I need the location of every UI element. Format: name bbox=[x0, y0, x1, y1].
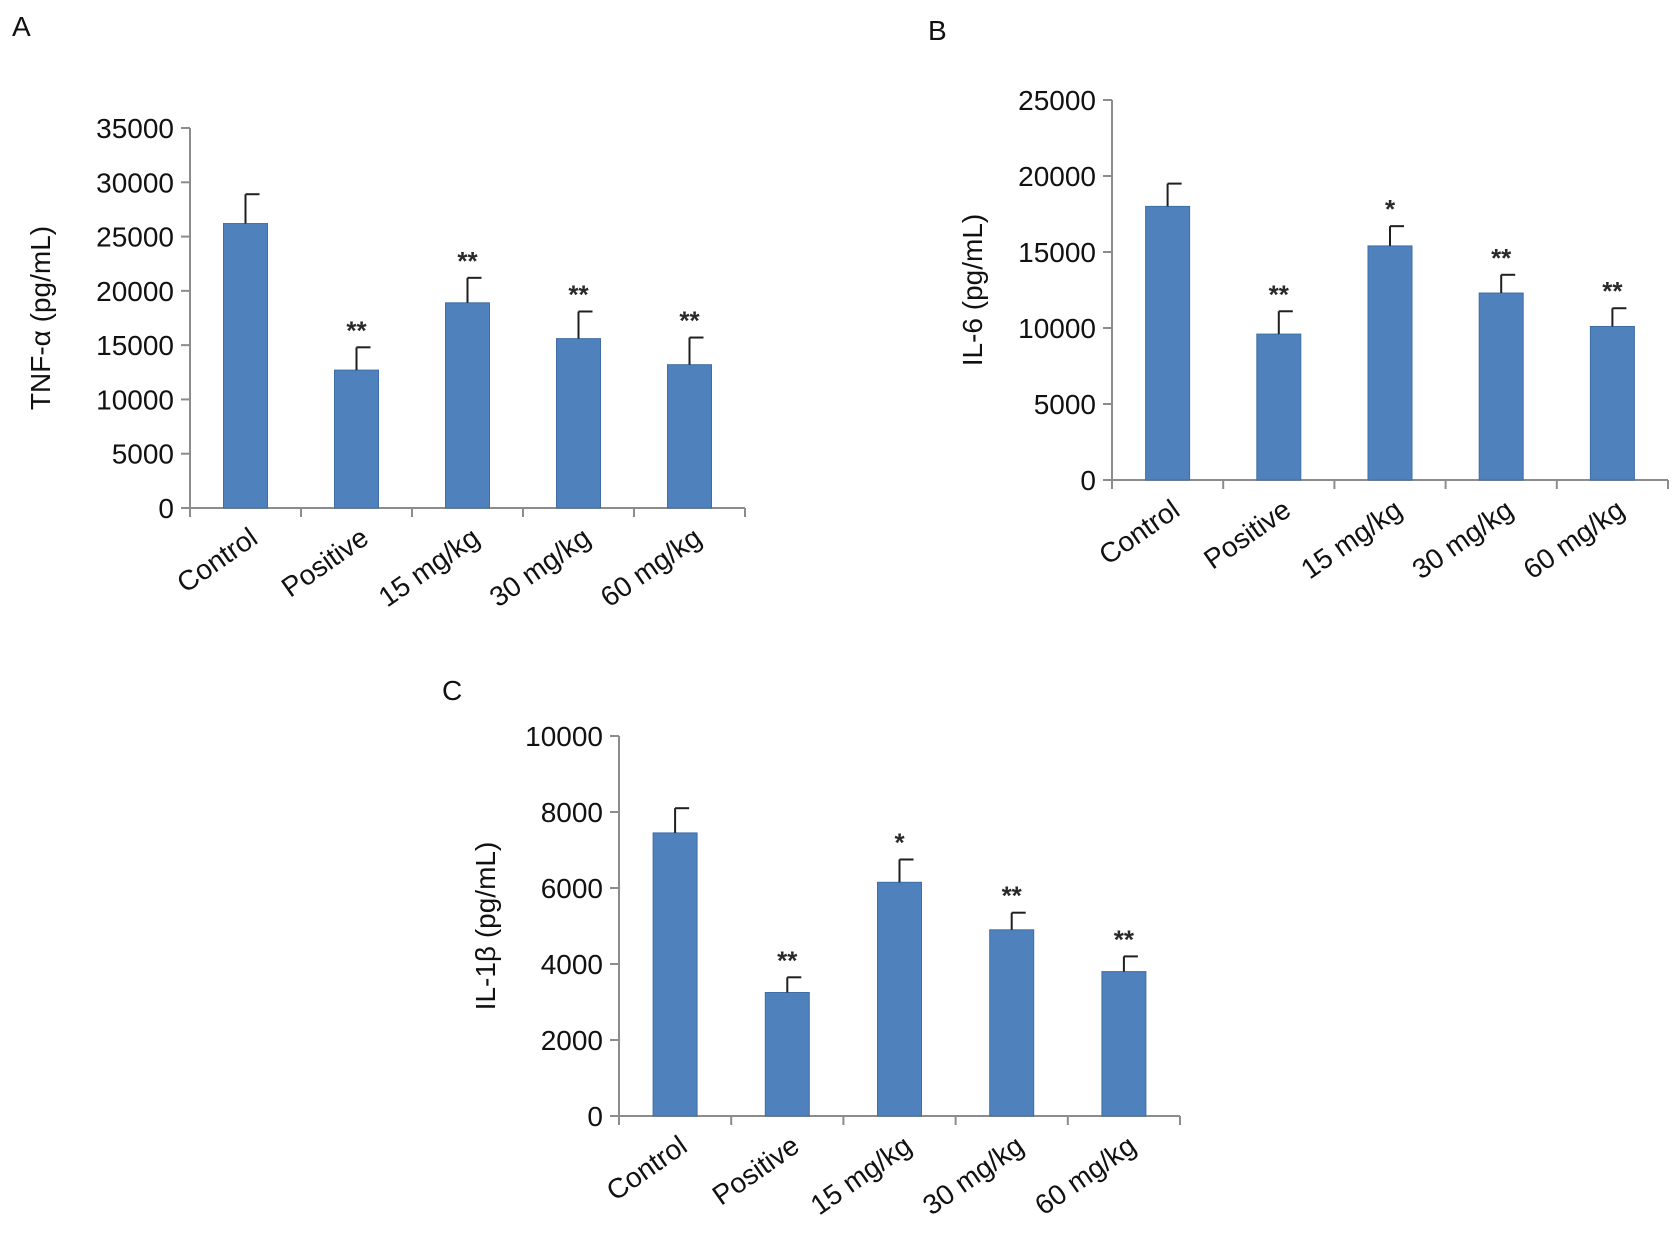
bar-30-mg-kg bbox=[556, 338, 601, 509]
bar-positive bbox=[334, 369, 379, 509]
x-category-label: 30 mg/kg bbox=[917, 1130, 1029, 1221]
y-tick-label: 6000 bbox=[541, 873, 603, 904]
y-tick-label: 4000 bbox=[541, 949, 603, 980]
bar-15-mg-kg bbox=[445, 302, 490, 509]
y-axis-title: IL-1β (pg/mL) bbox=[470, 842, 501, 1011]
significance-marker: ** bbox=[1269, 279, 1290, 309]
y-tick-label: 20000 bbox=[1018, 161, 1096, 192]
significance-marker: ** bbox=[1602, 276, 1623, 306]
x-category-label: 60 mg/kg bbox=[595, 522, 707, 613]
significance-marker: ** bbox=[1002, 881, 1023, 911]
significance-marker: ** bbox=[346, 315, 367, 345]
bar-15-mg-kg bbox=[877, 881, 922, 1117]
bar-60-mg-kg bbox=[667, 364, 712, 509]
bar-60-mg-kg bbox=[1589, 325, 1635, 481]
y-tick-label: 2000 bbox=[541, 1025, 603, 1056]
panel-label: A bbox=[12, 11, 31, 42]
y-tick-label: 10000 bbox=[1018, 313, 1096, 344]
significance-marker: * bbox=[1385, 194, 1396, 224]
panel-b: B 0 5000 10000 15000 20000 25000 IL-6 (pg/mL) Co… bbox=[928, 15, 1669, 585]
x-category-label: 15 mg/kg bbox=[805, 1130, 917, 1221]
y-tick-label: 30000 bbox=[96, 167, 174, 198]
y-tick-label: 5000 bbox=[1034, 389, 1096, 420]
y-tick-label: 20000 bbox=[96, 276, 174, 307]
y-tick-label: 25000 bbox=[1018, 85, 1096, 116]
y-tick-label: 8000 bbox=[541, 797, 603, 828]
x-category-label: Positive bbox=[707, 1130, 805, 1212]
y-axis-title: TNF-α (pg/mL) bbox=[25, 226, 56, 410]
x-category-label: 15 mg/kg bbox=[1295, 494, 1407, 585]
significance-marker: ** bbox=[457, 246, 478, 276]
y-tick-label: 0 bbox=[587, 1101, 603, 1132]
bar-15-mg-kg bbox=[1367, 245, 1413, 481]
x-category-label: Control bbox=[171, 522, 263, 599]
panel-c: C 0 2000 4000 6000 8000 10000 IL-1β (pg/mL) Cont… bbox=[442, 675, 1181, 1221]
x-category-label: Control bbox=[1093, 494, 1185, 571]
x-category-label: 15 mg/kg bbox=[373, 522, 485, 613]
bar-control bbox=[1145, 205, 1191, 481]
y-tick-label: 15000 bbox=[96, 330, 174, 361]
bar-positive bbox=[1256, 333, 1302, 481]
y-tick-label: 35000 bbox=[96, 113, 174, 144]
significance-marker: ** bbox=[777, 945, 798, 975]
y-tick-label: 15000 bbox=[1018, 237, 1096, 268]
x-category-label: 60 mg/kg bbox=[1518, 494, 1630, 585]
y-tick-label: 25000 bbox=[96, 222, 174, 253]
bar-positive bbox=[764, 992, 810, 1117]
panel-a: A 0 5000 10000 15000 20000 25000 30000 35000 TNF-… bbox=[12, 11, 746, 613]
significance-marker: * bbox=[894, 828, 905, 858]
significance-marker: ** bbox=[679, 306, 700, 336]
panel-label: C bbox=[442, 675, 462, 706]
y-axis-title: IL-6 (pg/mL) bbox=[957, 214, 988, 367]
y-tick-label: 5000 bbox=[112, 439, 174, 470]
bar-30-mg-kg bbox=[989, 929, 1035, 1117]
panel-label: B bbox=[928, 15, 947, 46]
significance-marker: ** bbox=[1114, 924, 1135, 954]
bar-control bbox=[652, 832, 698, 1117]
bar-60-mg-kg bbox=[1101, 971, 1147, 1117]
x-category-label: Positive bbox=[1198, 494, 1296, 576]
y-tick-label: 0 bbox=[1080, 465, 1096, 496]
x-category-label: Control bbox=[601, 1130, 693, 1207]
y-tick-label: 10000 bbox=[96, 384, 174, 415]
x-category-label: Positive bbox=[276, 522, 374, 604]
significance-marker: ** bbox=[1491, 243, 1512, 273]
x-category-label: 30 mg/kg bbox=[484, 522, 596, 613]
x-category-label: 30 mg/kg bbox=[1407, 494, 1519, 585]
bar-30-mg-kg bbox=[1478, 292, 1524, 481]
y-tick-label: 0 bbox=[158, 493, 174, 524]
y-tick-label: 10000 bbox=[525, 721, 603, 752]
significance-marker: ** bbox=[568, 279, 589, 309]
x-category-label: 60 mg/kg bbox=[1029, 1130, 1141, 1221]
bar-control bbox=[223, 223, 268, 509]
